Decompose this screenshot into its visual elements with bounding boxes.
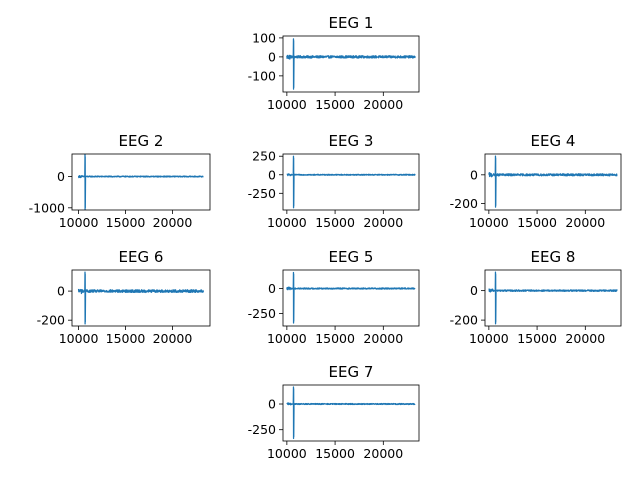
- axes-frame: [71, 153, 211, 211]
- eeg-trace-1: [286, 38, 416, 90]
- y-tick-label: -250: [248, 422, 276, 437]
- eeg-trace-3: [286, 155, 416, 209]
- x-tick-label: 10000: [59, 215, 99, 230]
- panel-title: EEG 6: [119, 248, 164, 266]
- eeg-panel-1: 10000 15000 20000 100 0 -100 EEG 1: [248, 14, 420, 112]
- eeg-panel-3: 10000 15000 20000 250 0 -250 EEG 3: [248, 132, 420, 230]
- y-tick-label: 0: [268, 167, 276, 182]
- eeg-panel-4: 10000 15000 20000 0 -200 EEG 4: [450, 132, 622, 230]
- axes-frame: [282, 384, 420, 442]
- x-tick-label: 20000: [363, 97, 403, 112]
- x-tick-label: 15000: [106, 331, 146, 346]
- x-tick-label: 10000: [469, 331, 509, 346]
- x-tick-label: 10000: [267, 215, 307, 230]
- y-tick-label: 0: [470, 283, 478, 298]
- x-tick-label: 10000: [469, 215, 509, 230]
- axes-frame: [282, 153, 420, 211]
- x-tick-label: 15000: [315, 446, 355, 461]
- x-tick-label: 20000: [153, 215, 193, 230]
- eeg-panel-2: 10000 15000 20000 0 -1000 EEG 2: [29, 132, 211, 230]
- x-tick-label: 10000: [267, 97, 307, 112]
- axes-frame: [282, 35, 420, 93]
- panel-title: EEG 7: [329, 363, 374, 381]
- axes-frame: [484, 269, 622, 327]
- eeg-panel-6: 10000 15000 20000 0 -250 EEG 5: [248, 248, 420, 346]
- axes-frame: [71, 269, 211, 327]
- x-tick-label: 15000: [315, 215, 355, 230]
- x-tick-label: 20000: [565, 215, 605, 230]
- y-tick-label: 0: [268, 49, 276, 64]
- y-tick-label: 0: [57, 284, 65, 299]
- y-tick-label: -1000: [29, 200, 65, 215]
- x-tick-label: 10000: [59, 331, 99, 346]
- eeg-trace-4: [488, 155, 618, 208]
- y-tick-label: 0: [470, 167, 478, 182]
- y-tick-label: -250: [248, 186, 276, 201]
- eeg-trace-5: [77, 271, 205, 325]
- y-tick-label: 0: [57, 169, 65, 184]
- x-tick-label: 15000: [517, 215, 557, 230]
- eeg-trace-6: [286, 271, 416, 324]
- panel-title: EEG 2: [119, 132, 164, 150]
- panel-title: EEG 8: [531, 248, 576, 266]
- eeg-panel-8: 10000 15000 20000 0 -250 EEG 7: [248, 363, 420, 461]
- panel-title: EEG 5: [329, 248, 374, 266]
- axes-frame: [484, 153, 622, 211]
- x-tick-label: 20000: [363, 215, 403, 230]
- y-tick-label: -200: [450, 196, 478, 211]
- x-tick-label: 15000: [106, 215, 146, 230]
- y-tick-label: -100: [248, 68, 276, 83]
- eeg-panel-5: 10000 15000 20000 0 -200 EEG 6: [37, 248, 211, 346]
- y-tick-label: -200: [450, 313, 478, 328]
- x-tick-label: 15000: [315, 97, 355, 112]
- eeg-trace-2: [77, 154, 204, 210]
- y-tick-label: -200: [37, 313, 65, 328]
- x-tick-label: 20000: [363, 331, 403, 346]
- y-tick-label: -250: [248, 306, 276, 321]
- eeg-trace-8: [286, 386, 416, 440]
- x-tick-label: 10000: [267, 331, 307, 346]
- x-tick-label: 15000: [517, 331, 557, 346]
- panel-title: EEG 4: [531, 132, 576, 150]
- panel-title: EEG 1: [329, 14, 374, 32]
- y-tick-label: 0: [268, 397, 276, 412]
- x-tick-label: 20000: [153, 331, 193, 346]
- eeg-trace-7: [488, 271, 618, 325]
- panel-title: EEG 3: [329, 132, 374, 150]
- y-tick-label: 250: [252, 149, 276, 164]
- y-tick-label: 100: [252, 30, 276, 45]
- x-tick-label: 20000: [565, 331, 605, 346]
- x-tick-label: 15000: [315, 331, 355, 346]
- axes-frame: [282, 269, 420, 327]
- x-tick-label: 10000: [267, 446, 307, 461]
- y-tick-label: 0: [268, 281, 276, 296]
- eeg-panel-7: 10000 15000 20000 0 -200 EEG 8: [450, 248, 622, 346]
- x-tick-label: 20000: [363, 446, 403, 461]
